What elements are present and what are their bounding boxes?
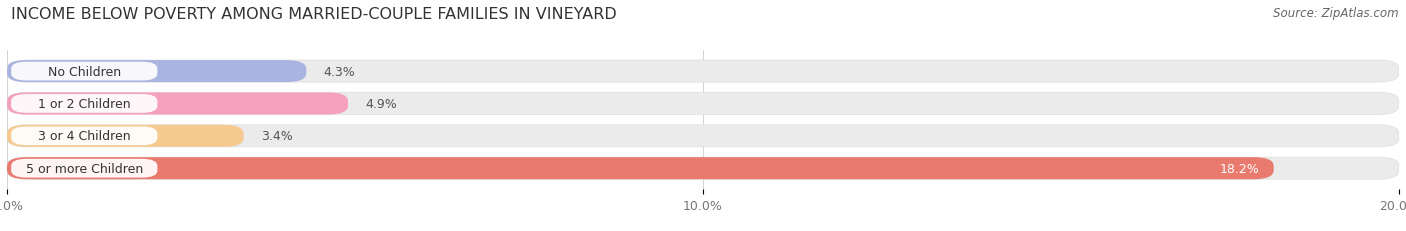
FancyBboxPatch shape [7, 158, 1399, 179]
FancyBboxPatch shape [7, 93, 349, 115]
FancyBboxPatch shape [11, 127, 157, 146]
Text: 1 or 2 Children: 1 or 2 Children [38, 97, 131, 110]
Text: 4.3%: 4.3% [323, 65, 356, 78]
FancyBboxPatch shape [7, 61, 307, 83]
FancyBboxPatch shape [7, 158, 1274, 179]
Text: Source: ZipAtlas.com: Source: ZipAtlas.com [1274, 7, 1399, 20]
Text: 18.2%: 18.2% [1220, 162, 1260, 175]
FancyBboxPatch shape [7, 93, 1399, 115]
FancyBboxPatch shape [7, 125, 243, 147]
Text: 5 or more Children: 5 or more Children [25, 162, 143, 175]
FancyBboxPatch shape [7, 125, 1399, 147]
Text: No Children: No Children [48, 65, 121, 78]
Text: INCOME BELOW POVERTY AMONG MARRIED-COUPLE FAMILIES IN VINEYARD: INCOME BELOW POVERTY AMONG MARRIED-COUPL… [11, 7, 617, 22]
Text: 3.4%: 3.4% [262, 130, 292, 143]
FancyBboxPatch shape [11, 159, 157, 178]
FancyBboxPatch shape [11, 62, 157, 81]
Text: 4.9%: 4.9% [366, 97, 398, 110]
FancyBboxPatch shape [7, 61, 1399, 83]
Text: 3 or 4 Children: 3 or 4 Children [38, 130, 131, 143]
FancyBboxPatch shape [11, 95, 157, 113]
